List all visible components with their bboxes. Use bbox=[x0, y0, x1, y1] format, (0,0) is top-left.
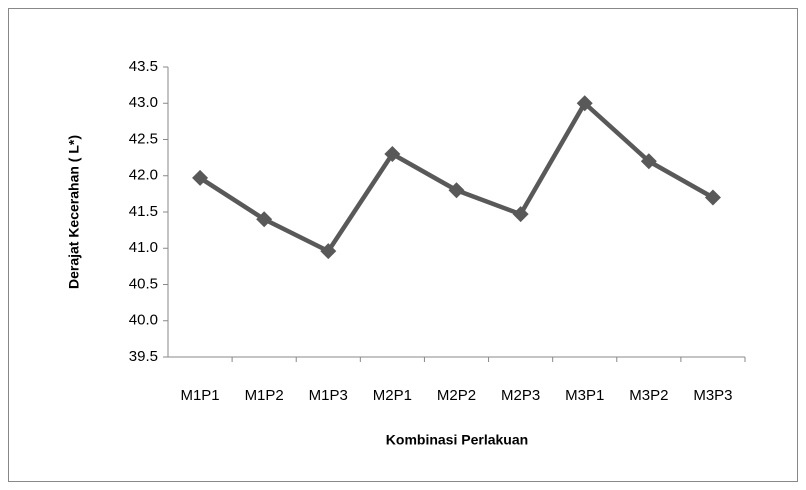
y-tick-label: 42.0 bbox=[129, 167, 158, 184]
y-axis-title: Derajat Kecerahan ( L*) bbox=[66, 135, 82, 289]
x-tick-label: M3P2 bbox=[629, 387, 668, 404]
y-tick-label: 39.5 bbox=[129, 348, 158, 365]
y-tick-label: 40.0 bbox=[129, 312, 158, 329]
x-tick-label: M3P3 bbox=[693, 387, 732, 404]
y-tick-label: 40.5 bbox=[129, 275, 158, 292]
x-tick-label: M1P1 bbox=[180, 387, 219, 404]
x-tick-label: M2P3 bbox=[501, 387, 540, 404]
x-tick-label: M2P1 bbox=[373, 387, 412, 404]
data-marker bbox=[704, 189, 721, 206]
data-marker bbox=[320, 243, 337, 260]
y-tick-label: 43.5 bbox=[129, 58, 158, 75]
chart-border bbox=[8, 8, 798, 482]
y-tick-label: 41.0 bbox=[129, 239, 158, 256]
data-marker bbox=[384, 146, 401, 162]
data-marker bbox=[640, 153, 657, 170]
y-tick-label: 42.5 bbox=[129, 130, 158, 147]
x-tick-label: M3P1 bbox=[565, 387, 604, 404]
data-marker bbox=[512, 206, 529, 223]
x-tick-label: M1P2 bbox=[245, 387, 284, 404]
x-axis-title: Kombinasi Perlakuan bbox=[386, 432, 528, 448]
x-tick-label: M2P2 bbox=[437, 387, 476, 404]
data-marker bbox=[192, 169, 209, 186]
x-tick-label: M1P3 bbox=[309, 387, 348, 404]
data-marker bbox=[448, 182, 465, 199]
data-marker bbox=[256, 211, 273, 228]
y-tick-label: 43.0 bbox=[129, 94, 158, 111]
data-marker bbox=[576, 95, 593, 112]
y-tick-label: 41.5 bbox=[129, 203, 158, 220]
